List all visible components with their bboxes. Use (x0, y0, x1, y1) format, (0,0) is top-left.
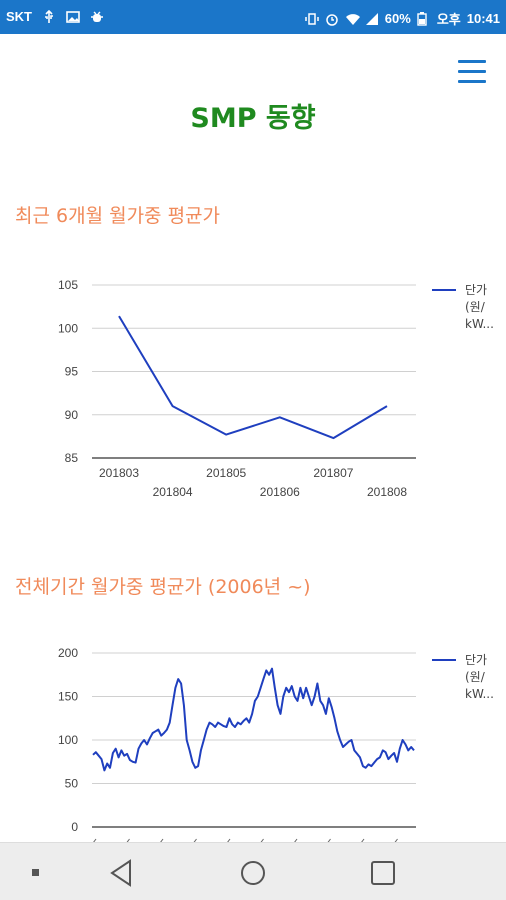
recent-section-title: 최근 6개월 월가중 평균가 (15, 205, 221, 227)
menu-icon-bar (458, 60, 486, 63)
legend-label: 단가 (465, 283, 487, 297)
x-tick-mark (294, 838, 298, 842)
x-tick-label: 201806 (260, 485, 300, 499)
series-line (92, 667, 415, 772)
x-tick-label: 201808 (367, 485, 407, 499)
y-tick-label: 85 (65, 451, 79, 465)
x-tick-mark (260, 838, 264, 842)
carrier-label: SKT (6, 9, 32, 24)
home-button[interactable] (233, 855, 273, 891)
x-tick-mark (394, 838, 398, 842)
x-tick-label: 201807 (313, 466, 353, 480)
x-tick-mark (193, 838, 197, 842)
legend-label: (원/ (465, 670, 486, 684)
vibrate-icon (305, 12, 319, 26)
home-icon (241, 861, 265, 885)
y-tick-label: 100 (58, 321, 78, 335)
x-tick-mark (126, 838, 130, 842)
battery-percent: 60% (384, 11, 411, 26)
y-tick-label: 150 (58, 690, 78, 704)
x-tick-label: 201805 (206, 466, 246, 480)
legend-label: 단가 (465, 653, 487, 667)
all-period-section-title: 전체기간 월가중 평균가 (2006년 ~) (15, 576, 311, 598)
x-tick-label: 201803 (99, 466, 139, 480)
debug-icon (90, 10, 104, 24)
signal-icon (365, 12, 379, 26)
battery-icon (417, 11, 431, 26)
alarm-icon (325, 12, 339, 26)
image-icon (66, 10, 80, 24)
overview-icon (371, 861, 395, 885)
y-tick-label: 50 (65, 777, 79, 791)
y-tick-label: 95 (65, 365, 79, 379)
clock: 10:41 (466, 11, 500, 26)
legend-label: kW... (465, 317, 494, 331)
menu-icon-bar (458, 80, 486, 83)
back-icon (110, 859, 131, 887)
legend-label: kW... (465, 687, 494, 701)
recent-apps-dot-button[interactable] (16, 855, 56, 891)
x-tick-mark (93, 838, 97, 842)
y-tick-label: 100 (58, 733, 78, 747)
y-tick-label: 105 (58, 278, 78, 292)
y-tick-label: 0 (71, 820, 78, 834)
ampm-label: 오후 (436, 12, 461, 27)
wifi-icon (345, 12, 360, 26)
all-period-price-chart: 0 50 100 150 200 단가 (원/kW... (58, 646, 494, 842)
navigation-bar (0, 842, 506, 900)
y-tick-label: 90 (65, 408, 79, 422)
recent-price-chart: 85 90 95 100 105 201803 201804 201805 201806 2018… (58, 278, 494, 499)
page-title: SMP 동향 (190, 103, 316, 134)
y-tick-label: 200 (58, 646, 78, 660)
x-tick-mark (160, 838, 164, 842)
menu-button[interactable] (458, 60, 486, 86)
series-line (118, 315, 388, 440)
x-tick-mark (227, 838, 231, 842)
overview-button[interactable] (363, 855, 403, 891)
x-tick-mark (361, 838, 365, 842)
legend-label: (원/ (465, 300, 486, 314)
status-bar: SKT 60% 오후 10:41 (0, 0, 506, 34)
x-tick-label: 201804 (153, 485, 193, 499)
x-tick-mark (327, 838, 331, 842)
menu-icon-bar (458, 70, 486, 73)
back-button[interactable] (102, 855, 142, 891)
usb-icon (42, 9, 56, 24)
